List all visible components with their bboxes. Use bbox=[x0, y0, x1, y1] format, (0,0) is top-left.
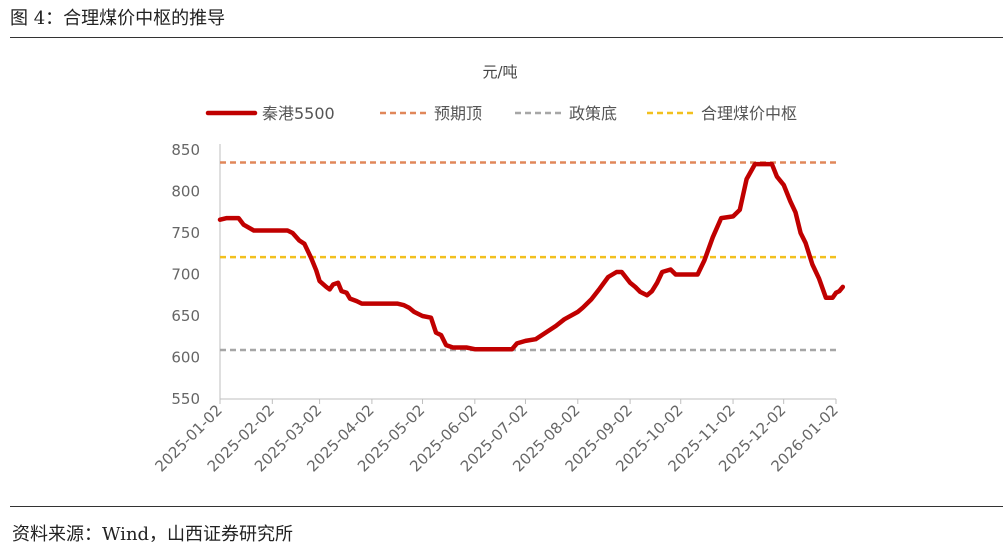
top-rule bbox=[10, 37, 1003, 38]
legend-item-1: 预期顶 bbox=[380, 104, 482, 123]
legend-item-2: 政策底 bbox=[515, 104, 617, 123]
y-tick-label: 600 bbox=[171, 349, 200, 367]
y-tick-label: 650 bbox=[171, 307, 200, 325]
y-tick-label: 800 bbox=[171, 183, 200, 201]
y-tick-label: 700 bbox=[171, 266, 200, 284]
reference-lines bbox=[220, 161, 836, 352]
source-note: 资料来源：Wind，山西证券研究所 bbox=[12, 524, 294, 545]
series-line-0 bbox=[217, 161, 846, 352]
legend-item-0: 秦港5500 bbox=[205, 104, 335, 123]
figure-title: 图 4：合理煤价中枢的推导 bbox=[10, 8, 226, 29]
y-axis: 550 600 650 700 750 800 850 bbox=[171, 141, 221, 408]
price-chart: 元/吨 秦港5500 预期顶 政策底 合理煤价中枢 550 600 650 700 750 80… bbox=[151, 63, 846, 475]
legend-item-3: 合理煤价中枢 bbox=[647, 104, 797, 123]
x-axis: 2025-01-022025-02-022025-03-022025-04-02… bbox=[151, 398, 842, 475]
legend-label: 预期顶 bbox=[434, 104, 482, 123]
series-layer bbox=[217, 161, 846, 352]
bottom-rule bbox=[10, 506, 1003, 507]
y-tick-label: 550 bbox=[171, 390, 200, 408]
y-tick-label: 750 bbox=[171, 224, 200, 242]
legend-label: 秦港5500 bbox=[262, 104, 335, 123]
y-tick-label: 850 bbox=[171, 141, 200, 159]
unit-label: 元/吨 bbox=[482, 63, 517, 81]
legend-label: 政策底 bbox=[569, 104, 617, 123]
legend: 秦港5500 预期顶 政策底 合理煤价中枢 bbox=[205, 104, 797, 123]
legend-label: 合理煤价中枢 bbox=[701, 104, 797, 123]
